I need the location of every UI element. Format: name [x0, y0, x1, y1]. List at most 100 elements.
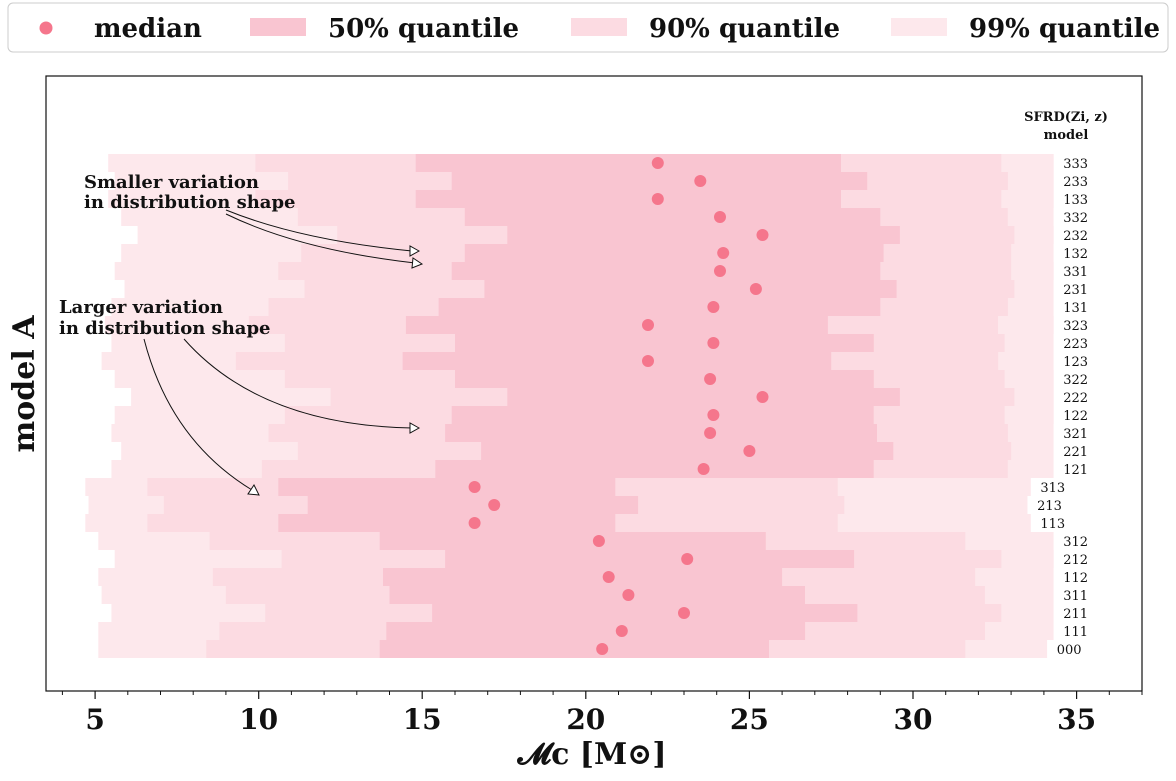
legend-99-swatch [891, 18, 947, 36]
median-point-model-131 [707, 301, 720, 313]
median-point-model-311 [622, 589, 635, 601]
tick-layer: 5 10 15 20 25 30 35 [61, 691, 1143, 736]
median-point-model-123 [642, 355, 654, 367]
median-point-model-333 [651, 157, 664, 169]
annotation-larger-arrow-2 [143, 338, 253, 491]
median-point-model-232 [756, 229, 769, 241]
x-tick-label-35: 35 [1057, 703, 1096, 736]
median-point-model-231 [749, 283, 762, 295]
band-50-model-121 [435, 460, 874, 478]
annotation-larger-arrowhead-1 [409, 422, 421, 434]
band-50-model-212 [445, 550, 855, 568]
model-label-312: 312 [1063, 535, 1088, 550]
annotation-smaller-line2: in distribution shape [84, 192, 296, 213]
model-label-332: 332 [1063, 211, 1088, 226]
x-axis-label: 𝓜c [M⊙] [516, 737, 666, 772]
median-point-model-111 [615, 625, 628, 637]
median-layer [468, 157, 769, 655]
band-50-model-113 [278, 514, 616, 532]
median-point-model-133 [651, 193, 664, 205]
model-label-121: 121 [1063, 463, 1088, 478]
bands-layer [85, 154, 1054, 658]
model-label-000: 000 [1057, 643, 1082, 658]
annotation-larger-line1: Larger variation [59, 297, 223, 318]
band-50-model-232 [507, 226, 900, 244]
annotation-smaller-arrowhead-2 [411, 257, 424, 269]
band-50-model-231 [484, 280, 897, 298]
annotation-larger-arrow-1 [183, 338, 413, 429]
band-50-model-312 [379, 532, 766, 550]
model-label-222: 222 [1063, 391, 1088, 406]
annotation-smaller-arrow-2 [225, 213, 416, 264]
sfrd-header: SFRD(Zi, z) [1024, 110, 1108, 125]
model-label-233: 233 [1063, 175, 1088, 190]
legend-median-marker [39, 21, 53, 35]
model-label-333: 333 [1063, 157, 1088, 172]
x-tick-label-5: 5 [85, 703, 104, 736]
model-label-323: 323 [1063, 319, 1088, 334]
x-tick-label-20: 20 [566, 703, 605, 736]
median-point-model-223 [707, 337, 720, 349]
legend-99-label: 99% quantile [969, 14, 1160, 44]
median-point-model-132 [717, 247, 730, 259]
model-label-131: 131 [1063, 301, 1088, 316]
band-50-model-000 [379, 640, 769, 658]
x-tick-label-15: 15 [403, 703, 442, 736]
band-50-model-123 [402, 352, 832, 370]
model-label-313: 313 [1040, 481, 1065, 496]
model-label-223: 223 [1063, 337, 1088, 352]
model-label-122: 122 [1063, 409, 1088, 424]
median-point-model-321 [704, 427, 717, 439]
x-tick-label-30: 30 [894, 703, 933, 736]
model-label-layer: 333 233 133 332 232 132 331 231 131 323 223 123 322 2… [1037, 157, 1088, 658]
model-label-123: 123 [1063, 355, 1088, 370]
model-label-113: 113 [1040, 517, 1065, 532]
median-point-model-122 [707, 409, 720, 421]
median-point-model-211 [678, 607, 690, 619]
x-tick-label-25: 25 [730, 703, 769, 736]
model-label-132: 132 [1063, 247, 1088, 262]
band-50-model-111 [386, 622, 806, 640]
annotation-smaller-line1: Smaller variation [84, 172, 259, 193]
model-label-111: 111 [1063, 625, 1088, 640]
band-50-model-332 [464, 208, 881, 226]
legend: median 50% quantile 90% quantile 99% qua… [7, 2, 1169, 53]
band-50-model-331 [451, 262, 881, 280]
legend-50-label: 50% quantile [328, 14, 519, 44]
median-point-model-332 [714, 211, 726, 223]
band-50-model-233 [451, 172, 868, 190]
model-label-211: 211 [1063, 607, 1088, 622]
band-50-model-221 [481, 442, 894, 460]
x-tick-label-10: 10 [239, 703, 278, 736]
legend-90-swatch [571, 18, 627, 36]
band-50-model-131 [438, 298, 881, 316]
model-label-311: 311 [1063, 589, 1088, 604]
annotation-smaller-arrowhead-1 [409, 245, 421, 257]
median-point-model-212 [681, 553, 694, 565]
median-point-model-312 [592, 535, 605, 547]
model-label-213: 213 [1037, 499, 1062, 514]
band-50-model-311 [389, 586, 805, 604]
annotation-larger-line2: in distribution shape [59, 318, 271, 339]
median-point-model-113 [468, 517, 481, 529]
band-50-model-313 [278, 478, 616, 496]
median-point-model-112 [602, 571, 615, 583]
model-label-112: 112 [1063, 571, 1088, 586]
band-50-model-322 [455, 370, 874, 388]
plot-frame [45, 75, 1143, 692]
median-point-model-322 [704, 373, 717, 385]
annotation-larger-arrowhead-2 [247, 484, 260, 496]
median-point-model-000 [596, 643, 609, 655]
y-axis-label: model A [7, 315, 42, 453]
band-50-model-223 [455, 334, 874, 352]
model-label-231: 231 [1063, 283, 1088, 298]
model-label-232: 232 [1063, 229, 1088, 244]
band-50-model-132 [464, 244, 884, 262]
median-point-model-221 [743, 445, 756, 457]
median-point-model-313 [468, 481, 481, 493]
band-50-model-323 [405, 316, 828, 334]
median-point-model-213 [488, 499, 501, 511]
model-header: model [1044, 128, 1089, 143]
